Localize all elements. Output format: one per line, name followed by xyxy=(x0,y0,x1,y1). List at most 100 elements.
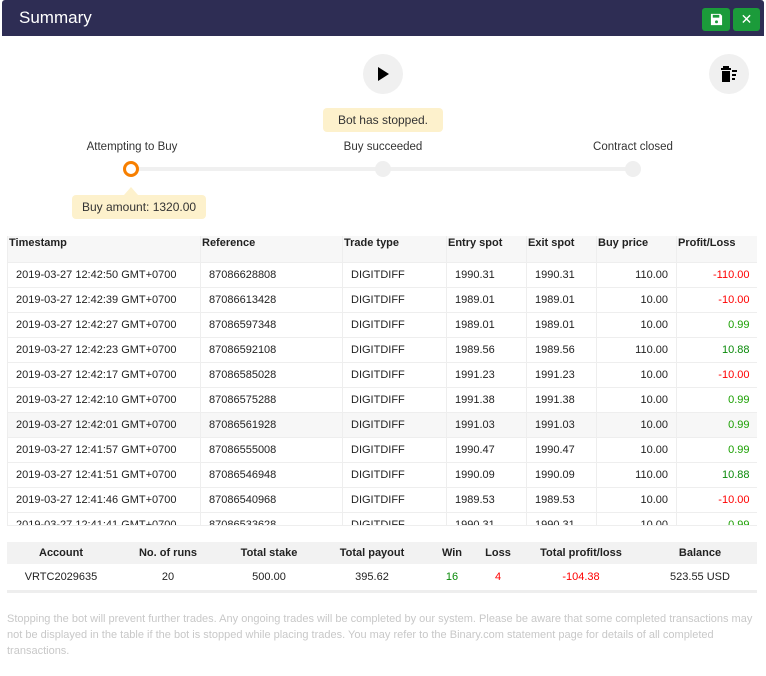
bot-status: Bot has stopped. xyxy=(323,108,443,132)
table-cell: 2019-03-27 12:41:41 GMT+0700 xyxy=(7,511,201,525)
table-cell: 1990.47 xyxy=(446,436,527,462)
table-cell: 110.00 xyxy=(596,461,677,487)
table-cell: 2019-03-27 12:42:39 GMT+0700 xyxy=(7,286,201,312)
tooltip-arrow xyxy=(124,187,138,195)
table-cell: 87086628808 xyxy=(200,261,343,287)
column-header[interactable]: Exit spot xyxy=(526,236,597,262)
table-cell: DIGITDIFF xyxy=(342,361,447,387)
table-row[interactable]: 2019-03-27 12:42:23 GMT+0700 87086592108 D… xyxy=(7,336,757,362)
title-bar: Summary ✕ xyxy=(2,0,764,36)
column-header[interactable]: Timestamp xyxy=(7,236,201,262)
table-cell: 2019-03-27 12:41:57 GMT+0700 xyxy=(7,436,201,462)
summary-value: 20 xyxy=(161,571,175,583)
play-icon xyxy=(378,67,389,81)
table-cell: 10.00 xyxy=(596,436,677,462)
table-cell: -10.00 xyxy=(676,361,757,387)
close-button[interactable]: ✕ xyxy=(733,8,760,31)
trash-list-icon xyxy=(721,66,737,82)
table-cell: 2019-03-27 12:42:17 GMT+0700 xyxy=(7,361,201,387)
table-cell: 1989.01 xyxy=(446,286,527,312)
run-button[interactable] xyxy=(363,54,403,94)
table-cell: 1991.38 xyxy=(446,386,527,412)
summary-column-header: Total stake xyxy=(221,542,317,564)
column-header[interactable]: Reference xyxy=(200,236,343,262)
table-cell: DIGITDIFF xyxy=(342,411,447,437)
table-cell: DIGITDIFF xyxy=(342,261,447,287)
table-cell: 2019-03-27 12:41:46 GMT+0700 xyxy=(7,486,201,512)
table-cell: DIGITDIFF xyxy=(342,386,447,412)
summary-value: 4 xyxy=(494,571,502,583)
step-label: Contract closed xyxy=(593,141,673,153)
table-cell: 1989.53 xyxy=(526,486,597,512)
save-button[interactable] xyxy=(702,8,730,31)
table-cell: 87086561928 xyxy=(200,411,343,437)
table-cell: 0.99 xyxy=(676,511,757,525)
table-cell: 2019-03-27 12:42:01 GMT+0700 xyxy=(7,411,201,437)
table-row[interactable]: 2019-03-27 12:42:39 GMT+0700 87086613428 D… xyxy=(7,286,757,312)
table-cell: DIGITDIFF xyxy=(342,311,447,337)
column-header[interactable]: Buy price xyxy=(596,236,677,262)
table-cell: 1991.23 xyxy=(446,361,527,387)
table-cell: 1989.53 xyxy=(446,486,527,512)
summary-column-header: Account xyxy=(7,542,115,564)
table-cell: 87086575288 xyxy=(200,386,343,412)
table-row[interactable]: 2019-03-27 12:42:17 GMT+0700 87086585028 D… xyxy=(7,361,757,387)
clear-stats-button[interactable] xyxy=(709,54,749,94)
column-header[interactable]: Trade type xyxy=(342,236,447,262)
table-cell: 110.00 xyxy=(596,261,677,287)
table-cell: 1990.09 xyxy=(526,461,597,487)
table-cell: DIGITDIFF xyxy=(342,461,447,487)
summary-column-header: Total payout xyxy=(317,542,427,564)
table-cell: 2019-03-27 12:41:51 GMT+0700 xyxy=(7,461,201,487)
table-cell: 0.99 xyxy=(676,411,757,437)
step-label: Attempting to Buy xyxy=(86,141,178,153)
step-dot xyxy=(625,161,641,177)
floppy-disk-icon xyxy=(710,13,722,26)
table-cell: 10.00 xyxy=(596,311,677,337)
table-row[interactable]: 2019-03-27 12:41:41 GMT+0700 87086533628 D… xyxy=(7,511,757,525)
table-cell: DIGITDIFF xyxy=(342,511,447,525)
table-cell: DIGITDIFF xyxy=(342,286,447,312)
column-header[interactable]: Entry spot xyxy=(446,236,527,262)
table-cell: -10.00 xyxy=(676,286,757,312)
table-row[interactable]: 2019-03-27 12:42:01 GMT+0700 87086561928 D… xyxy=(7,411,757,437)
summary-column-header: No. of runs xyxy=(115,542,221,564)
column-header[interactable]: Profit/Loss xyxy=(676,236,757,262)
table-cell: 1989.01 xyxy=(526,311,597,337)
table-row[interactable]: 2019-03-27 12:42:27 GMT+0700 87086597348 D… xyxy=(7,311,757,337)
table-cell: DIGITDIFF xyxy=(342,486,447,512)
table-row[interactable]: 2019-03-27 12:42:50 GMT+0700 87086628808 D… xyxy=(7,261,757,287)
table-cell: 1989.01 xyxy=(526,286,597,312)
table-cell: 10.88 xyxy=(676,336,757,362)
table-cell: 1990.31 xyxy=(446,511,527,525)
table-cell: 10.00 xyxy=(596,486,677,512)
table-cell: 87086585028 xyxy=(200,361,343,387)
table-row[interactable]: 2019-03-27 12:41:57 GMT+0700 87086555008 D… xyxy=(7,436,757,462)
table-cell: 2019-03-27 12:42:50 GMT+0700 xyxy=(7,261,201,287)
table-row[interactable]: 2019-03-27 12:42:10 GMT+0700 87086575288 D… xyxy=(7,386,757,412)
table-cell: 1991.38 xyxy=(526,386,597,412)
summary-value: 523.55 USD xyxy=(670,571,730,583)
table-cell: 1991.23 xyxy=(526,361,597,387)
table-cell: 1991.03 xyxy=(446,411,527,437)
table-cell: 10.00 xyxy=(596,511,677,525)
table-row[interactable]: 2019-03-27 12:41:46 GMT+0700 87086540968 D… xyxy=(7,486,757,512)
summary-row: VRTC2029635 20 500.00 395.62 16 4 -104.38 523.5… xyxy=(7,564,757,590)
summary-column-header: Win xyxy=(427,542,477,564)
table-cell: 1991.03 xyxy=(526,411,597,437)
summary-value: -104.38 xyxy=(562,571,600,583)
table-cell: 87086555008 xyxy=(200,436,343,462)
table-cell: 1990.31 xyxy=(526,511,597,525)
table-cell: 10.00 xyxy=(596,286,677,312)
table-cell: 87086597348 xyxy=(200,311,343,337)
trades-table[interactable]: Timestamp Reference Trade type Entry spot Ex… xyxy=(7,236,757,526)
table-cell: DIGITDIFF xyxy=(342,436,447,462)
table-cell: 10.00 xyxy=(596,411,677,437)
table-cell: 1990.47 xyxy=(526,436,597,462)
table-cell: 110.00 xyxy=(596,336,677,362)
table-row[interactable]: 2019-03-27 12:41:51 GMT+0700 87086546948 D… xyxy=(7,461,757,487)
table-cell: 2019-03-27 12:42:10 GMT+0700 xyxy=(7,386,201,412)
table-cell: 0.99 xyxy=(676,386,757,412)
step-label: Buy succeeded xyxy=(343,141,423,153)
table-cell: 1990.31 xyxy=(526,261,597,287)
